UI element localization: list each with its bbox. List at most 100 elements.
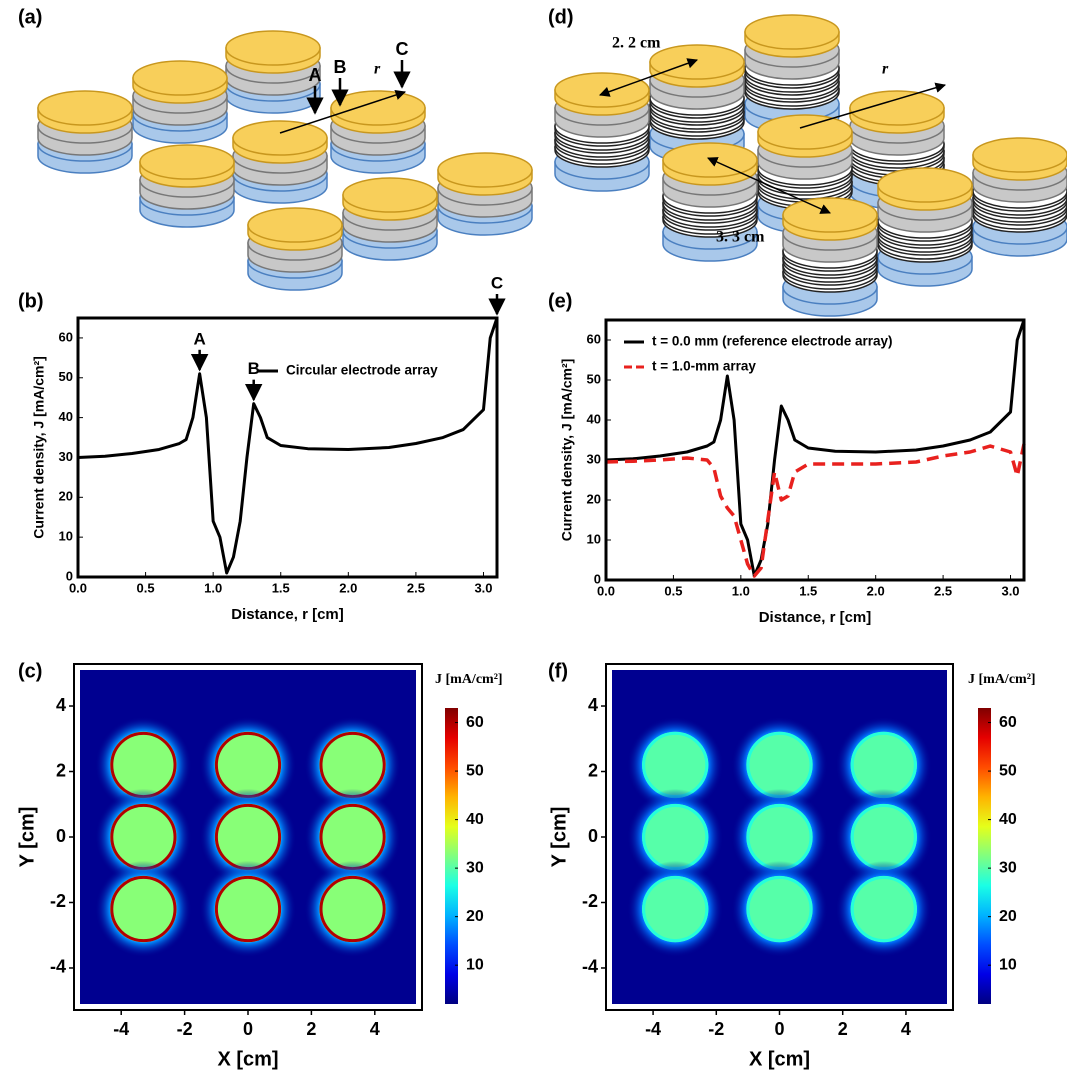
y-tick-label: 2: [56, 760, 66, 780]
y-tick-label: 10: [587, 531, 601, 546]
y-tick-label: 2: [588, 760, 598, 780]
disk-top: [331, 91, 425, 125]
disk-top: [248, 208, 342, 242]
y-axis-label: Y [cm]: [16, 807, 38, 868]
x-tick-label: 1.5: [799, 583, 817, 598]
point-label: C: [396, 39, 409, 59]
x-tick-label: -4: [645, 1019, 661, 1039]
colorbar: [445, 708, 458, 1004]
disk-top: [878, 168, 972, 202]
x-tick-label: 0: [774, 1019, 784, 1039]
y-tick-label: 10: [59, 529, 73, 544]
x-tick-label: 2: [838, 1019, 848, 1039]
y-tick-label: 30: [587, 451, 601, 466]
spacing-label: 3. 3 cm: [716, 229, 765, 246]
x-tick-label: 1.0: [204, 580, 222, 595]
disk-top: [745, 15, 839, 49]
colorbar: [978, 708, 991, 1004]
x-tick-label: -2: [177, 1019, 193, 1039]
disk-top: [758, 115, 852, 149]
x-axis-label: Distance, r [cm]: [231, 606, 344, 623]
x-tick-label: 3.0: [474, 580, 492, 595]
y-tick-label: 20: [59, 489, 73, 504]
y-tick-label: -4: [50, 957, 66, 977]
x-tick-label: 3.0: [1001, 583, 1019, 598]
y-tick-label: -2: [582, 891, 598, 911]
annotation: A: [194, 329, 206, 348]
x-tick-label: 0.5: [664, 583, 682, 598]
y-tick-label: 0: [56, 826, 66, 846]
colorbar-tick-label: 10: [999, 956, 1017, 973]
disk-top: [133, 61, 227, 95]
y-tick-label: 0: [588, 826, 598, 846]
colorbar-tick-label: 10: [466, 956, 484, 973]
panel-label: (a): [18, 6, 42, 28]
colorbar-tick-label: 30: [999, 859, 1017, 876]
disk-top: [650, 45, 744, 79]
disk-top: [783, 198, 877, 232]
colorbar-tick-label: 40: [999, 811, 1017, 828]
legend-label: t = 1.0-mm array: [652, 359, 756, 374]
y-tick-label: 30: [59, 449, 73, 464]
x-tick-label: 2: [306, 1019, 316, 1039]
colorbar-tick-label: 50: [466, 762, 484, 779]
legend-label: t = 0.0 mm (reference electrode array): [652, 334, 893, 349]
point-label: B: [334, 57, 347, 77]
colorbar-tick-label: 50: [999, 762, 1017, 779]
disk-top: [438, 153, 532, 187]
x-axis-label: X [cm]: [749, 1048, 810, 1070]
x-tick-label: -2: [708, 1019, 724, 1039]
x-tick-label: -4: [113, 1019, 129, 1039]
series-line: [78, 318, 497, 573]
y-tick-label: 60: [59, 329, 73, 344]
y-tick-label: 0: [594, 571, 601, 586]
y-tick-label: 40: [59, 409, 73, 424]
x-tick-label: 4: [901, 1019, 911, 1039]
disk-top: [226, 31, 320, 65]
y-tick-label: 40: [587, 411, 601, 426]
disk-top: [343, 178, 437, 212]
x-tick-label: 2.5: [407, 580, 425, 595]
x-tick-label: 1.5: [272, 580, 290, 595]
y-tick-label: 0: [66, 568, 73, 583]
y-tick-label: 4: [56, 695, 66, 715]
panel-label: (e): [548, 290, 572, 312]
disk-top: [140, 145, 234, 179]
x-tick-label: 0: [243, 1019, 253, 1039]
x-axis-label: Distance, r [cm]: [759, 609, 872, 626]
r-label: r: [374, 61, 381, 78]
x-tick-label: 0.5: [137, 580, 155, 595]
diagrams: AB Cr 2. 2 cm r 3. 3 cm: [38, 15, 1067, 316]
spacing-label: 2. 2 cm: [612, 35, 661, 52]
x-tick-label: 2.0: [867, 583, 885, 598]
x-tick-label: 4: [370, 1019, 380, 1039]
colorbar-label: J [mA/cm²]: [435, 672, 503, 687]
colorbar-tick-label: 20: [466, 908, 484, 925]
panel-label: (b): [18, 290, 44, 312]
disk-top: [663, 143, 757, 177]
point-label: A: [309, 65, 322, 85]
disk-top: [233, 121, 327, 155]
colorbar-tick-label: 30: [466, 859, 484, 876]
colorbar-label: J [mA/cm²]: [968, 672, 1036, 687]
panel-label: (d): [548, 6, 574, 28]
y-tick-label: -4: [582, 957, 598, 977]
x-tick-label: 2.0: [339, 580, 357, 595]
y-tick-label: 4: [588, 695, 598, 715]
colorbar-tick-label: 60: [466, 714, 484, 731]
y-axis-label: Y [cm]: [548, 807, 570, 868]
series-line: [606, 444, 1024, 576]
colorbar-tick-label: 20: [999, 908, 1017, 925]
page: (a) (b) (c) (d) (e) (f) ABCr2. 2 cmr3. 3…: [0, 0, 1067, 1076]
x-tick-label: 2.5: [934, 583, 952, 598]
r-label: r: [882, 61, 889, 78]
x-tick-label: 1.0: [732, 583, 750, 598]
colorbar-tick-label: 40: [466, 811, 484, 828]
y-tick-label: 50: [587, 371, 601, 386]
disk-top: [555, 73, 649, 107]
x-axis-label: X [cm]: [217, 1048, 278, 1070]
y-axis-label: Current density, J [mA/cm²]: [31, 356, 47, 539]
disk-top: [850, 91, 944, 125]
y-tick-label: 20: [587, 491, 601, 506]
disk-top: [973, 138, 1067, 172]
